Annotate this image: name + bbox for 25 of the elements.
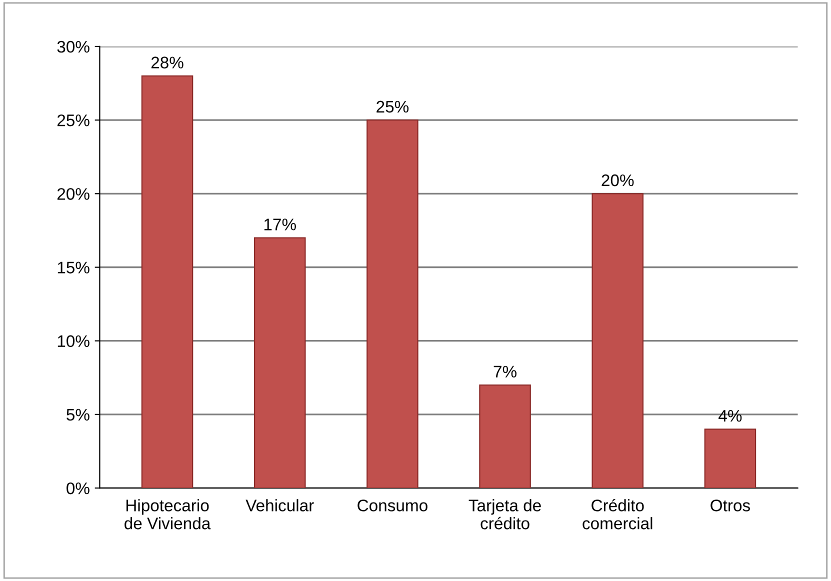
- data-label: 17%: [264, 218, 296, 230]
- bar: [141, 75, 194, 488]
- data-label: 28%: [151, 56, 184, 68]
- data-label: 4%: [718, 410, 742, 422]
- y-tick-label: 25%: [57, 114, 90, 126]
- x-tick-label: Consumo: [358, 500, 428, 512]
- y-tick-label: 5%: [66, 408, 90, 421]
- bar: [704, 428, 756, 488]
- y-tick-label: 15%: [58, 262, 90, 274]
- y-tick-label: 20%: [57, 188, 90, 200]
- data-label: 20%: [602, 174, 634, 186]
- bar: [592, 193, 644, 488]
- y-tick-label: 30%: [57, 40, 90, 53]
- x-tick-label: Otros: [710, 500, 750, 512]
- x-tick-label: Crédito comercial: [582, 498, 652, 530]
- y-tick-label: 0%: [66, 482, 90, 494]
- data-label: 25%: [376, 100, 409, 113]
- bar: [366, 120, 418, 488]
- y-tick-label: 10%: [58, 335, 90, 348]
- bar: [479, 384, 531, 488]
- bar: [254, 237, 306, 488]
- x-tick-label: Hipotecario de Vivienda: [124, 499, 211, 530]
- x-tick-label: Vehicular: [246, 499, 314, 512]
- data-label: 7%: [494, 366, 516, 378]
- x-tick-label: Tarjeta de crédito: [468, 499, 541, 530]
